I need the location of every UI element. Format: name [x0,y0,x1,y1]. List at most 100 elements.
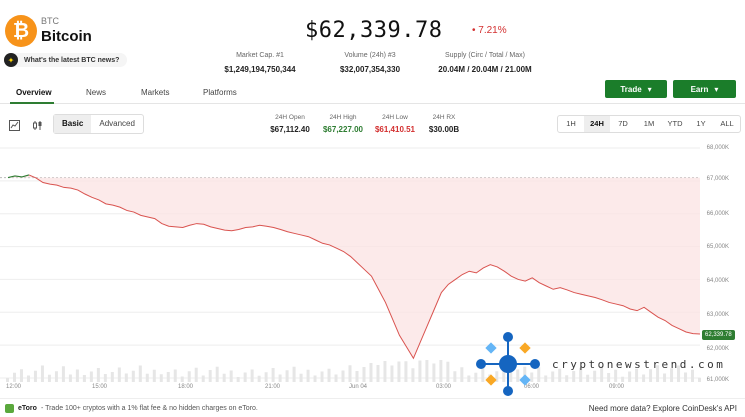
volume-bar [411,368,415,382]
etoro-logo-icon [5,404,14,413]
stat-24h-open: 24H Open $67,112.40 [265,114,315,134]
volume-bar [341,370,345,382]
volume-bar [54,371,58,382]
volume-bar [327,368,331,382]
view-toggle: Basic Advanced [53,114,144,134]
volume-bar [544,375,548,382]
chevron-down-icon: ▾ [714,84,719,94]
stat-24h-rx: 24H RX $30.00B [422,114,466,134]
sparkle-icon: ✦ [4,53,18,67]
volume-bar [453,371,457,382]
volume-bar [369,363,373,382]
x-tick-label: 12:00 [6,384,22,390]
tab-news[interactable]: News [86,88,107,97]
etoro-promo[interactable]: eToro - Trade 100+ cryptos with a 1% fla… [5,404,258,413]
volume-bar [432,363,436,382]
bitcoin-logo-icon: ₿ [5,15,37,47]
volume-bar [586,374,590,382]
coin-name: Bitcoin [41,28,92,45]
line-chart-icon[interactable] [6,117,22,133]
volume-bar [19,369,23,382]
stat-volume: Volume (24h) #3 $32,007,354,330 [320,52,420,74]
volume-bar [110,372,114,382]
api-link[interactable]: Need more data? Explore CoinDesk's API [588,404,737,413]
tab-markets[interactable]: Markets [141,88,170,97]
y-tick-label: 62,000K [706,346,729,352]
range-1y[interactable]: 1Y [696,119,706,128]
volume-bar [642,374,646,382]
volume-bar [313,375,317,382]
volume-bar [82,375,86,382]
candlestick-icon[interactable] [29,117,45,133]
y-tick-label: 66,000K [706,211,729,217]
y-tick-label: 64,000K [706,278,729,284]
volume-bar [635,368,639,382]
volume-bar [376,365,380,382]
range-ytd[interactable]: YTD [667,119,683,128]
trade-button[interactable]: Trade ▾ [605,80,667,98]
volume-bar [61,366,65,382]
volume-bar [509,372,513,382]
volume-bar [264,372,268,382]
stat-label: Market Cap. #1 [236,52,284,59]
volume-bar [334,374,338,382]
y-tick-label: 63,000K [706,312,729,318]
stat-24h-low: 24H Low $61,410.51 [370,114,420,134]
earn-button[interactable]: Earn ▾ [673,80,736,98]
volume-bar [243,372,247,382]
x-tick-label: 21:00 [265,384,281,390]
volume-bar [145,373,149,382]
hstat-label: 24H High [329,114,357,121]
x-tick-label: 03:00 [436,384,452,390]
watermark-text: cryptonewstrend.com [552,358,726,371]
latest-news-link[interactable]: ✦ What's the latest BTC news? [4,53,128,67]
y-tick-label: 65,000K [706,244,729,250]
chevron-down-icon: ▾ [647,84,652,94]
time-range-selector: 1H 24H 7D 1M YTD 1Y ALL [557,115,741,133]
price-chart[interactable] [0,140,745,390]
hstat-value: $30.00B [428,125,460,134]
volume-bar [299,373,303,382]
basic-view-button[interactable]: Basic [54,115,92,133]
volume-bar [229,370,233,382]
range-all[interactable]: ALL [720,119,734,128]
volume-bar [607,373,611,382]
volume-bar [201,375,205,382]
range-24h[interactable]: 24H [584,116,610,132]
volume-bar [215,366,219,382]
range-7d[interactable]: 7D [618,119,628,128]
volume-bar [670,368,674,382]
volume-bar [6,378,9,382]
y-tick-label: 67,000K [706,176,729,182]
hstat-value: $67,112.40 [270,125,310,134]
tab-platforms[interactable]: Platforms [203,88,237,97]
range-1h[interactable]: 1H [566,119,576,128]
x-tick-label: 15:00 [92,384,108,390]
volume-bar [355,371,359,382]
volume-bar [516,369,520,382]
volume-bar [537,367,541,382]
tab-overview[interactable]: Overview [16,88,52,97]
volume-bar [684,372,688,382]
hstat-value: $61,410.51 [374,125,416,134]
volume-bar [117,367,121,382]
volume-bar [698,377,701,382]
volume-bar [530,372,534,382]
volume-bar [649,369,653,382]
hstat-value: $67,227.00 [322,125,364,134]
volume-bar [404,361,408,382]
volume-bar [572,371,576,382]
latest-news-label: What's the latest BTC news? [24,56,120,64]
volume-bar [103,374,107,382]
volume-bar [390,365,394,382]
active-tab-indicator [10,102,54,104]
stat-supply: Supply (Circ / Total / Max) 20.04M / 20.… [425,52,545,74]
volume-bar [124,373,128,382]
volume-bar [460,367,464,382]
volume-bar [579,367,583,382]
range-1m[interactable]: 1M [643,119,655,128]
volume-bar [320,371,324,382]
hstat-label: 24H RX [432,114,456,121]
volume-bar [663,373,667,382]
advanced-view-button[interactable]: Advanced [99,119,135,128]
